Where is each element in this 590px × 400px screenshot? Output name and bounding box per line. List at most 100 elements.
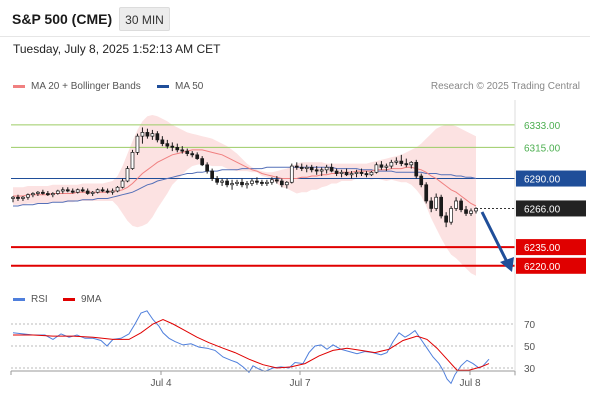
candle xyxy=(115,186,120,193)
chart-header: S&P 500 (CME) 30 MIN xyxy=(0,0,590,37)
candle-body xyxy=(329,166,334,172)
candle xyxy=(125,166,130,183)
candle xyxy=(180,146,185,154)
candle xyxy=(469,208,473,216)
candle xyxy=(60,187,65,194)
candle xyxy=(314,166,319,175)
candle xyxy=(329,163,334,173)
candle-body xyxy=(439,196,444,217)
candle xyxy=(100,187,105,193)
candle-body xyxy=(454,200,458,209)
timeframe-button[interactable]: 30 MIN xyxy=(119,7,170,31)
candle xyxy=(175,143,180,153)
candle-body xyxy=(45,193,50,196)
candle xyxy=(215,176,219,185)
rsi-ma-line xyxy=(13,319,490,371)
candle xyxy=(170,142,175,152)
candle xyxy=(419,173,424,188)
candle xyxy=(449,205,453,225)
candle-body xyxy=(459,200,463,211)
candle-body xyxy=(250,180,254,184)
candle xyxy=(464,205,468,216)
candle-body xyxy=(399,160,404,164)
candle-body xyxy=(16,196,20,199)
candle-body xyxy=(354,171,359,174)
candle xyxy=(319,167,324,177)
candle-body xyxy=(155,133,160,141)
candle-body xyxy=(240,181,244,186)
candle-body xyxy=(474,208,478,212)
candle xyxy=(245,181,249,189)
candle-body xyxy=(449,208,453,223)
candle xyxy=(255,177,259,185)
candle-body xyxy=(140,132,145,137)
candle xyxy=(16,194,20,201)
candle-body xyxy=(294,165,299,168)
candle-body xyxy=(394,160,399,163)
candle xyxy=(90,191,95,196)
legend-rsi-label: RSI xyxy=(31,294,48,305)
level-label-bg xyxy=(516,239,586,256)
candle xyxy=(195,152,200,160)
candle-body xyxy=(275,179,279,182)
candle-body xyxy=(414,161,419,177)
candle xyxy=(235,179,239,187)
candle-body xyxy=(384,165,389,168)
rsi-swatch-icon xyxy=(13,297,25,301)
legend-ma20: MA 20 + Bollinger Bands xyxy=(13,81,141,92)
rsi-tick-label: 70 xyxy=(524,320,536,331)
candle-body xyxy=(349,173,354,176)
candle xyxy=(474,207,478,214)
candle xyxy=(41,189,45,195)
candle-body xyxy=(11,196,15,199)
candle xyxy=(414,159,419,179)
projection-arrow-shaft xyxy=(480,211,510,265)
candle xyxy=(289,163,294,184)
candle-body xyxy=(314,169,319,172)
candle xyxy=(444,212,448,228)
level-label: 6290.00 xyxy=(524,175,561,186)
candle xyxy=(70,188,75,194)
candle-body xyxy=(419,175,424,186)
candle-body xyxy=(210,170,214,179)
candle xyxy=(364,171,369,178)
candle-body xyxy=(125,168,130,182)
candle xyxy=(275,176,279,184)
candle xyxy=(36,191,40,196)
candle xyxy=(75,188,80,194)
candle xyxy=(185,148,190,157)
candle-body xyxy=(26,194,30,198)
candle-body xyxy=(309,166,314,171)
candle-body xyxy=(364,173,369,176)
candle-body xyxy=(369,171,374,176)
candle-body xyxy=(105,190,110,193)
candle xyxy=(304,164,309,173)
candle-body xyxy=(205,164,210,172)
candle-body xyxy=(429,200,434,209)
candle-body xyxy=(260,181,264,184)
candle-body xyxy=(409,161,414,166)
candle xyxy=(11,195,15,203)
candle-body xyxy=(235,181,239,184)
candle xyxy=(205,162,210,174)
candle-body xyxy=(379,164,384,168)
candle-body xyxy=(270,179,274,183)
x-tick-label: Jul 7 xyxy=(289,378,311,389)
rsi-tick-label: 50 xyxy=(524,342,536,353)
x-tick-label: Jul 4 xyxy=(150,378,172,389)
candle xyxy=(284,181,289,189)
candle-body xyxy=(299,166,304,169)
candle xyxy=(200,156,205,167)
candle-body xyxy=(190,153,195,156)
level-label: 6220.00 xyxy=(524,262,561,273)
candle-body xyxy=(245,183,249,186)
ma50-swatch-icon xyxy=(157,84,169,88)
candle-body xyxy=(21,196,25,199)
candle-body xyxy=(85,190,90,194)
candle-body xyxy=(95,189,100,193)
candle-body xyxy=(220,180,224,183)
legend-rsi: RSI xyxy=(13,294,48,305)
legend-ma50: MA 50 xyxy=(157,81,203,92)
candle xyxy=(324,164,329,174)
candle xyxy=(95,188,100,194)
